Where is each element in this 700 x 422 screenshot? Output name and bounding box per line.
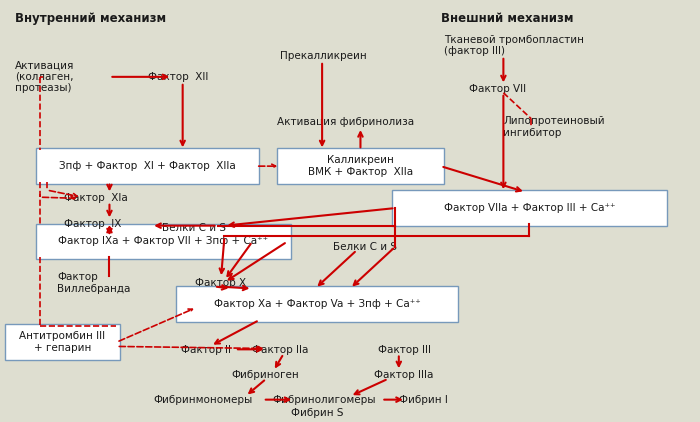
Text: Фибриноген: Фибриноген [232,371,299,380]
Text: Активация
(коллаген,
протеазы): Активация (коллаген, протеазы) [15,60,75,93]
Text: Фактор VII: Фактор VII [468,84,526,95]
Text: Фибринолигомеры: Фибринолигомеры [272,395,375,406]
Text: Фибрин I: Фибрин I [399,395,448,406]
Text: Фактор
Виллебранда: Фактор Виллебранда [57,272,130,294]
Text: Фактор IIa: Фактор IIa [253,345,309,355]
Text: Внешний механизм: Внешний механизм [440,12,573,24]
Text: Фактор X: Фактор X [195,278,246,288]
Text: Внутренний механизм: Внутренний механизм [15,12,167,24]
Text: Зпф + Фактор  XI + Фактор  XIIa: Зпф + Фактор XI + Фактор XIIa [60,161,236,171]
Text: Фактор IXa + Фактор VII + Зпф + Ca⁺⁺: Фактор IXa + Фактор VII + Зпф + Ca⁺⁺ [58,236,269,246]
Text: Калликреин
ВМК + Фактор  XIIa: Калликреин ВМК + Фактор XIIa [308,155,413,177]
Text: Фибринмономеры: Фибринмономеры [153,395,253,406]
Text: Активация фибринолиза: Активация фибринолиза [276,117,414,127]
Text: Белки С и S: Белки С и S [332,242,397,252]
Text: Фактор Xa + Фактор Va + Зпф + Ca⁺⁺: Фактор Xa + Фактор Va + Зпф + Ca⁺⁺ [214,299,420,309]
FancyBboxPatch shape [392,190,667,226]
Text: Фактор III: Фактор III [378,345,431,355]
Text: Липопротеиновый
ингибитор: Липопротеиновый ингибитор [503,116,605,138]
FancyBboxPatch shape [36,148,260,184]
Text: Фактор VIIa + Фактор III + Ca⁺⁺: Фактор VIIa + Фактор III + Ca⁺⁺ [444,203,615,213]
Text: Антитромбин III
+ гепарин: Антитромбин III + гепарин [20,331,106,353]
Text: Фибрин S: Фибрин S [290,408,343,418]
Text: Прекалликреин: Прекалликреин [280,51,367,61]
FancyBboxPatch shape [36,224,290,259]
Text: Тканевой тромбопластин
(фактор III): Тканевой тромбопластин (фактор III) [444,35,584,56]
Text: Фактор  XIa: Фактор XIa [64,193,128,203]
FancyBboxPatch shape [276,148,444,184]
Text: Белки С и S: Белки С и S [162,223,225,233]
Text: Фактор  XII: Фактор XII [148,72,208,82]
Text: Фактор  IX: Фактор IX [64,219,122,230]
FancyBboxPatch shape [5,324,120,360]
FancyBboxPatch shape [176,287,458,322]
Text: Фактор II: Фактор II [181,345,231,355]
Text: Фактор IIIa: Фактор IIIa [374,371,434,380]
